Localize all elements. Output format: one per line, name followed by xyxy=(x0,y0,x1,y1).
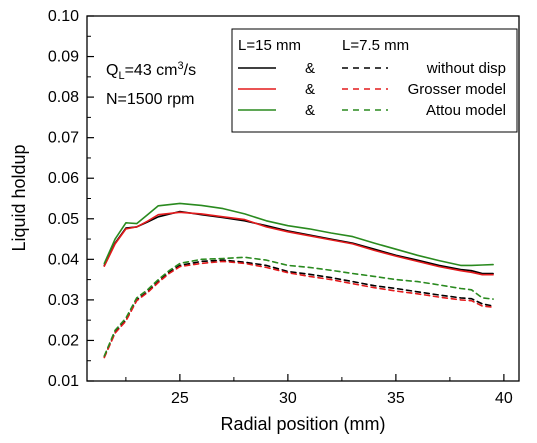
x-tick-label: 30 xyxy=(279,390,297,407)
legend-ampersand: & xyxy=(305,81,315,98)
x-tick-label: 35 xyxy=(387,390,405,407)
legend-label-attou-model: Attou model xyxy=(426,102,506,119)
x-tick-label: 40 xyxy=(495,390,513,407)
legend-label-grosser-model: Grosser model xyxy=(408,81,506,98)
series-line-15mm-attou-model xyxy=(103,202,494,267)
y-tick-label: 0.06 xyxy=(48,170,79,187)
rotation-speed-annotation: N=1500 rpm xyxy=(106,91,195,108)
legend-ampersand: & xyxy=(305,60,315,77)
x-tick-label: 25 xyxy=(171,390,189,407)
legend-box xyxy=(231,28,518,133)
legend-ampersand: & xyxy=(305,102,315,119)
flow-rate-annotation: QL=43 cm3/s xyxy=(106,60,196,82)
y-tick-label: 0.09 xyxy=(48,49,79,66)
series-layer xyxy=(103,202,494,359)
series-line-7-5mm-without-disp xyxy=(103,259,494,358)
y-tick-label: 0.10 xyxy=(48,8,79,25)
x-axis-label: Radial position (mm) xyxy=(220,414,385,434)
legend: L=15 mm L=7.5 mm & without disp & Grosser m… xyxy=(231,28,518,133)
legend-label-without-disp: without disp xyxy=(426,60,506,77)
x-axis: 25 30 35 40 xyxy=(125,374,513,407)
series-line-15mm-without-disp xyxy=(103,210,494,275)
y-tick-label: 0.03 xyxy=(48,292,79,309)
legend-header-long: L=15 mm xyxy=(238,37,301,54)
condition-annotation: QL=43 cm3/s N=1500 rpm xyxy=(106,60,196,108)
series-line-7-5mm-grosser-model xyxy=(103,260,494,359)
series-line-7-5mm-attou-model xyxy=(103,256,494,357)
y-tick-label: 0.08 xyxy=(48,89,79,106)
series-line-15mm-grosser-model xyxy=(103,211,494,276)
y-tick-label: 0.05 xyxy=(48,211,79,228)
y-tick-label: 0.04 xyxy=(48,251,79,268)
y-axis-label: Liquid holdup xyxy=(9,144,29,251)
legend-header-short: L=7.5 mm xyxy=(342,37,409,54)
y-tick-label: 0.07 xyxy=(48,130,79,147)
y-axis: 0.01 0.02 0.03 0.04 0.05 0.06 0.07 0.08 0.09 0.10 xyxy=(48,8,94,390)
y-tick-label: 0.01 xyxy=(48,373,79,390)
y-tick-label: 0.02 xyxy=(48,332,79,349)
